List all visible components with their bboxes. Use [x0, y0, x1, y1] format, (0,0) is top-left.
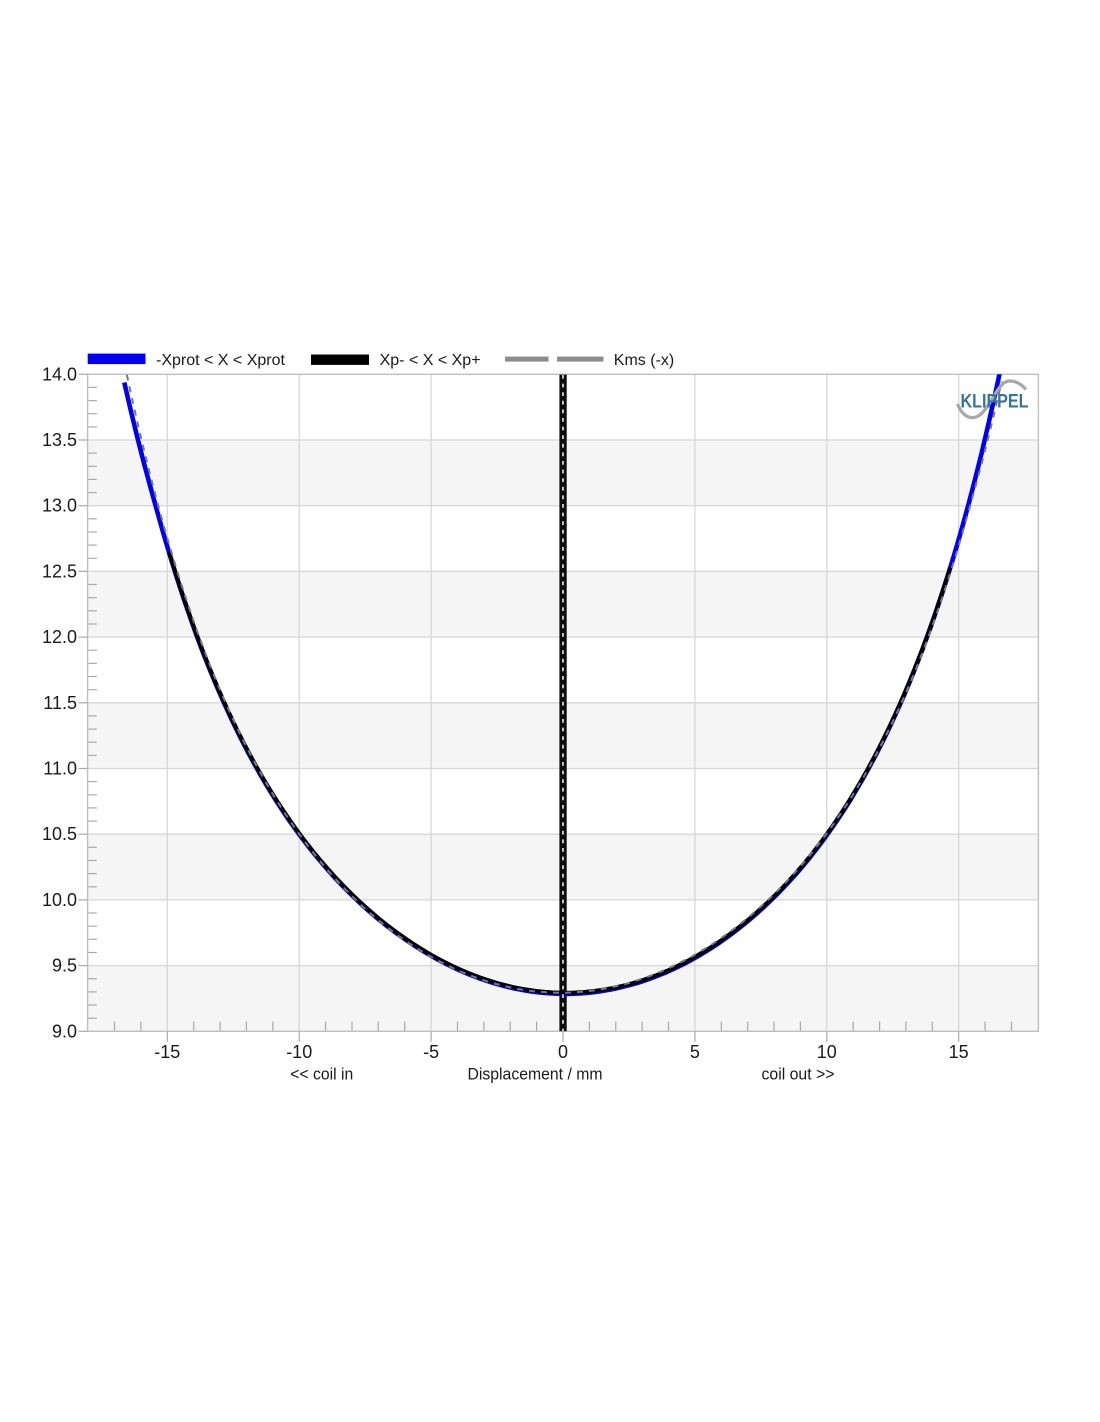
svg-text:KLIPPEL: KLIPPEL [961, 391, 1029, 413]
svg-text:0: 0 [558, 1042, 568, 1062]
svg-text:9.0: 9.0 [52, 1021, 77, 1041]
svg-text:Displacement / mm: Displacement / mm [468, 1065, 603, 1084]
svg-text:5: 5 [690, 1042, 700, 1062]
svg-text:-10: -10 [286, 1042, 312, 1062]
svg-text:-Xprot < X < Xprot: -Xprot < X < Xprot [156, 352, 286, 369]
svg-text:14.0: 14.0 [42, 364, 77, 384]
svg-text:10.5: 10.5 [42, 824, 77, 844]
svg-text:coil out >>: coil out >> [762, 1065, 835, 1084]
svg-text:10: 10 [817, 1042, 837, 1062]
svg-text:Xp- < X < Xp+: Xp- < X < Xp+ [380, 352, 481, 369]
svg-text:10.0: 10.0 [42, 890, 77, 910]
svg-text:13.5: 13.5 [42, 430, 77, 450]
svg-text:11.5: 11.5 [43, 693, 77, 713]
svg-text:15: 15 [949, 1042, 969, 1062]
svg-text:9.5: 9.5 [52, 956, 77, 976]
svg-text:11.0: 11.0 [43, 759, 77, 779]
svg-text:<< coil in: << coil in [290, 1065, 353, 1084]
svg-text:12.0: 12.0 [42, 627, 77, 647]
svg-text:12.5: 12.5 [42, 561, 77, 581]
svg-text:-15: -15 [154, 1042, 180, 1062]
svg-text:13.0: 13.0 [42, 496, 77, 516]
svg-text:Kms (-x): Kms (-x) [614, 352, 674, 369]
svg-text:-5: -5 [423, 1042, 439, 1062]
